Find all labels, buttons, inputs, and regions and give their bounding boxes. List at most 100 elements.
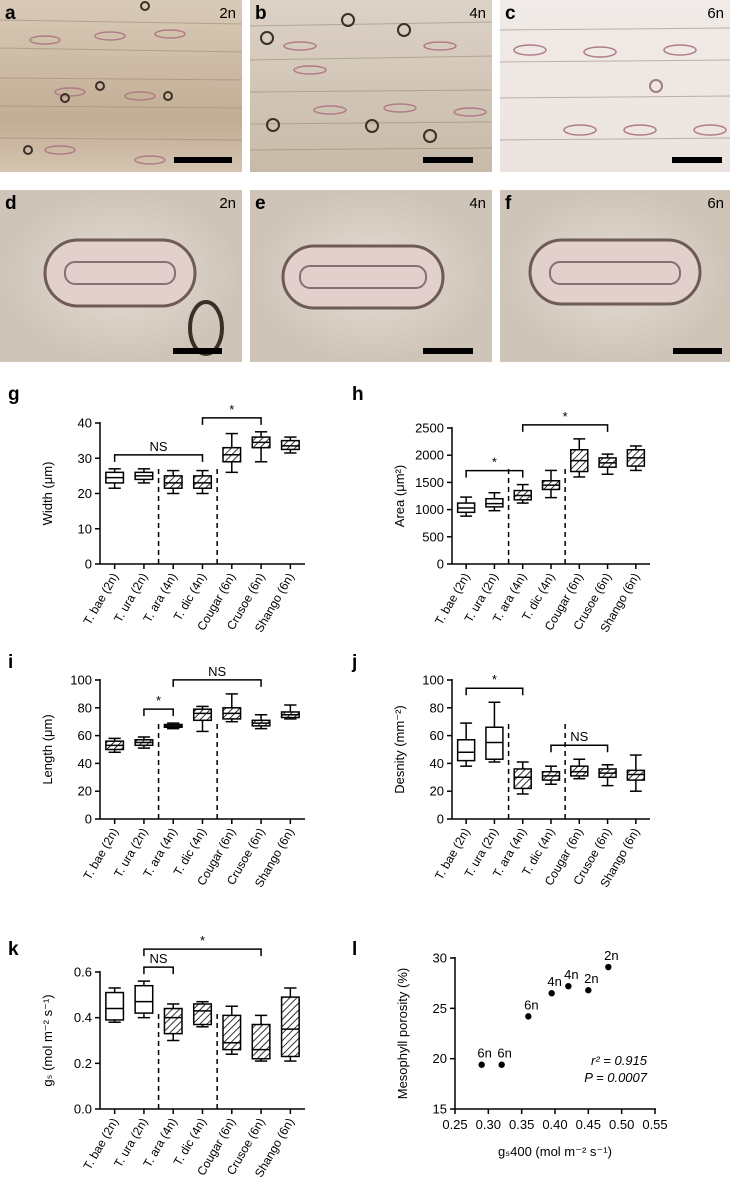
significance-bracket [465,687,524,696]
box [192,708,213,722]
panel-letter: i [8,652,13,673]
box [134,984,154,1014]
chart-panel: k0.00.20.40.6gₛ (mol m⁻² s⁻¹)T. bae (2n)… [8,933,305,1178]
significance-bracket [521,424,609,432]
box [251,1023,271,1060]
y-tick-label: 0.0 [74,1102,92,1117]
panel-letter: k [8,939,19,960]
ploidy-label: 2n [219,5,236,22]
chart-panel: l 15 20 25 30 Mesophyll porosity (%) 0.25 0.30 0… [352,939,668,1159]
x-tick-label: 0.30 [476,1117,501,1132]
y-tick-label: 40 [78,756,92,771]
y-tick-label: 80 [430,700,444,715]
y-tick-label: 60 [78,728,92,743]
y-tick-label: 20 [78,784,92,799]
y-tick-label: 60 [430,728,444,743]
y-axis-label: Width (μm) [40,462,55,526]
significance-bracket [465,469,524,478]
micrograph-image [250,0,492,172]
y-axis-label: Area (μm²) [392,465,407,527]
y-axis-label: gₛ (mol m⁻² s⁻¹) [40,994,55,1086]
panel-letter: l [352,939,357,960]
point [565,982,572,990]
y-tick-label: 0 [437,557,444,572]
micrograph-image [500,0,730,172]
y-tick-label: 1000 [415,502,444,517]
y-axis-label: Mesophyll porosity (%) [395,968,410,1100]
y-tick-label: 25 [433,1001,447,1016]
cell-walls [0,19,730,151]
y-tick-label: 500 [422,529,444,544]
significance-label: * [492,672,497,687]
y-tick-label: 2000 [415,448,444,463]
point [585,987,592,994]
x-axis-label: gₛ400 (mol m⁻² s⁻¹) [498,1144,612,1159]
y-tick-label: 0 [437,812,444,827]
significance-bracket [201,417,262,425]
point [605,963,612,971]
y-tick-label: 0 [85,812,92,827]
point-label: 2n [604,948,618,963]
y-axis-label: Length (μm) [40,714,55,784]
scale-bars [173,157,722,354]
significance-label: * [229,402,234,417]
point-label: 2n [584,971,598,986]
box [192,475,213,489]
stat-annotation: P = 0.0007 [584,1070,648,1085]
point-label: 4n [547,974,561,989]
panel-letter: c [505,3,516,24]
y-tick-label: 15 [433,1102,447,1117]
box [163,1007,183,1035]
micrographs [0,0,730,362]
box [513,768,532,790]
trichomes [23,1,663,155]
significance-bracket [143,966,174,975]
y-tick-label: 0.4 [74,1010,92,1025]
y-tick-label: 0.6 [74,965,92,980]
y-tick-label: 30 [433,951,447,966]
point [548,990,555,997]
y-tick-label: 0.2 [74,1056,92,1071]
box [105,991,125,1021]
y-tick-label: 40 [430,756,444,771]
point-label: 6n [524,997,538,1012]
significance-bracket [143,948,262,957]
significance-label: * [563,409,568,424]
stoma-detail [43,238,702,310]
significance-label: * [492,455,497,470]
x-tick-label: 0.35 [509,1117,534,1132]
point-label: 4n [564,967,578,982]
y-tick-label: 20 [430,784,444,799]
panel-letter: b [255,3,267,24]
panel-letter: a [5,3,16,24]
significance-label: NS [570,729,588,744]
panel-letter: f [505,193,512,214]
box [222,1014,242,1051]
point [478,1061,485,1068]
box [192,1003,213,1026]
significance-bracket [113,454,204,462]
y-tick-label: 100 [70,673,92,688]
y-axis-label: Desnity (mm⁻²) [392,705,407,793]
ploidy-label: 4n [469,5,486,22]
x-tick-label: 0.50 [609,1117,634,1132]
significance-label: NS [150,951,168,966]
x-tick-label: 0.45 [576,1117,601,1132]
panel-letter: h [352,384,364,405]
panel-letter: g [8,384,20,405]
panel-letter: j [351,652,357,673]
panel-letter: e [255,193,266,214]
stat-annotation: r² = 0.915 [591,1053,648,1068]
panel-letter: d [5,193,17,214]
significance-bracket [550,744,609,753]
box [163,475,183,489]
significance-label: * [156,693,161,708]
significance-label: NS [208,664,226,679]
ploidy-label: 6n [707,195,724,212]
y-tick-label: 1500 [415,475,444,490]
